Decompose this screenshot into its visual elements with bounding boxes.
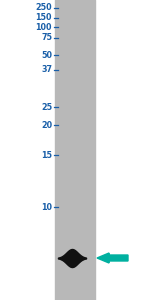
- Text: 10: 10: [41, 202, 52, 211]
- Text: 37: 37: [41, 65, 52, 74]
- Text: 20: 20: [41, 121, 52, 130]
- Text: 250: 250: [35, 4, 52, 13]
- Polygon shape: [97, 253, 128, 263]
- Text: 15: 15: [41, 151, 52, 160]
- Text: 25: 25: [41, 103, 52, 112]
- Text: 100: 100: [36, 22, 52, 32]
- Text: 150: 150: [36, 14, 52, 22]
- Text: 75: 75: [41, 34, 52, 43]
- Text: 50: 50: [41, 50, 52, 59]
